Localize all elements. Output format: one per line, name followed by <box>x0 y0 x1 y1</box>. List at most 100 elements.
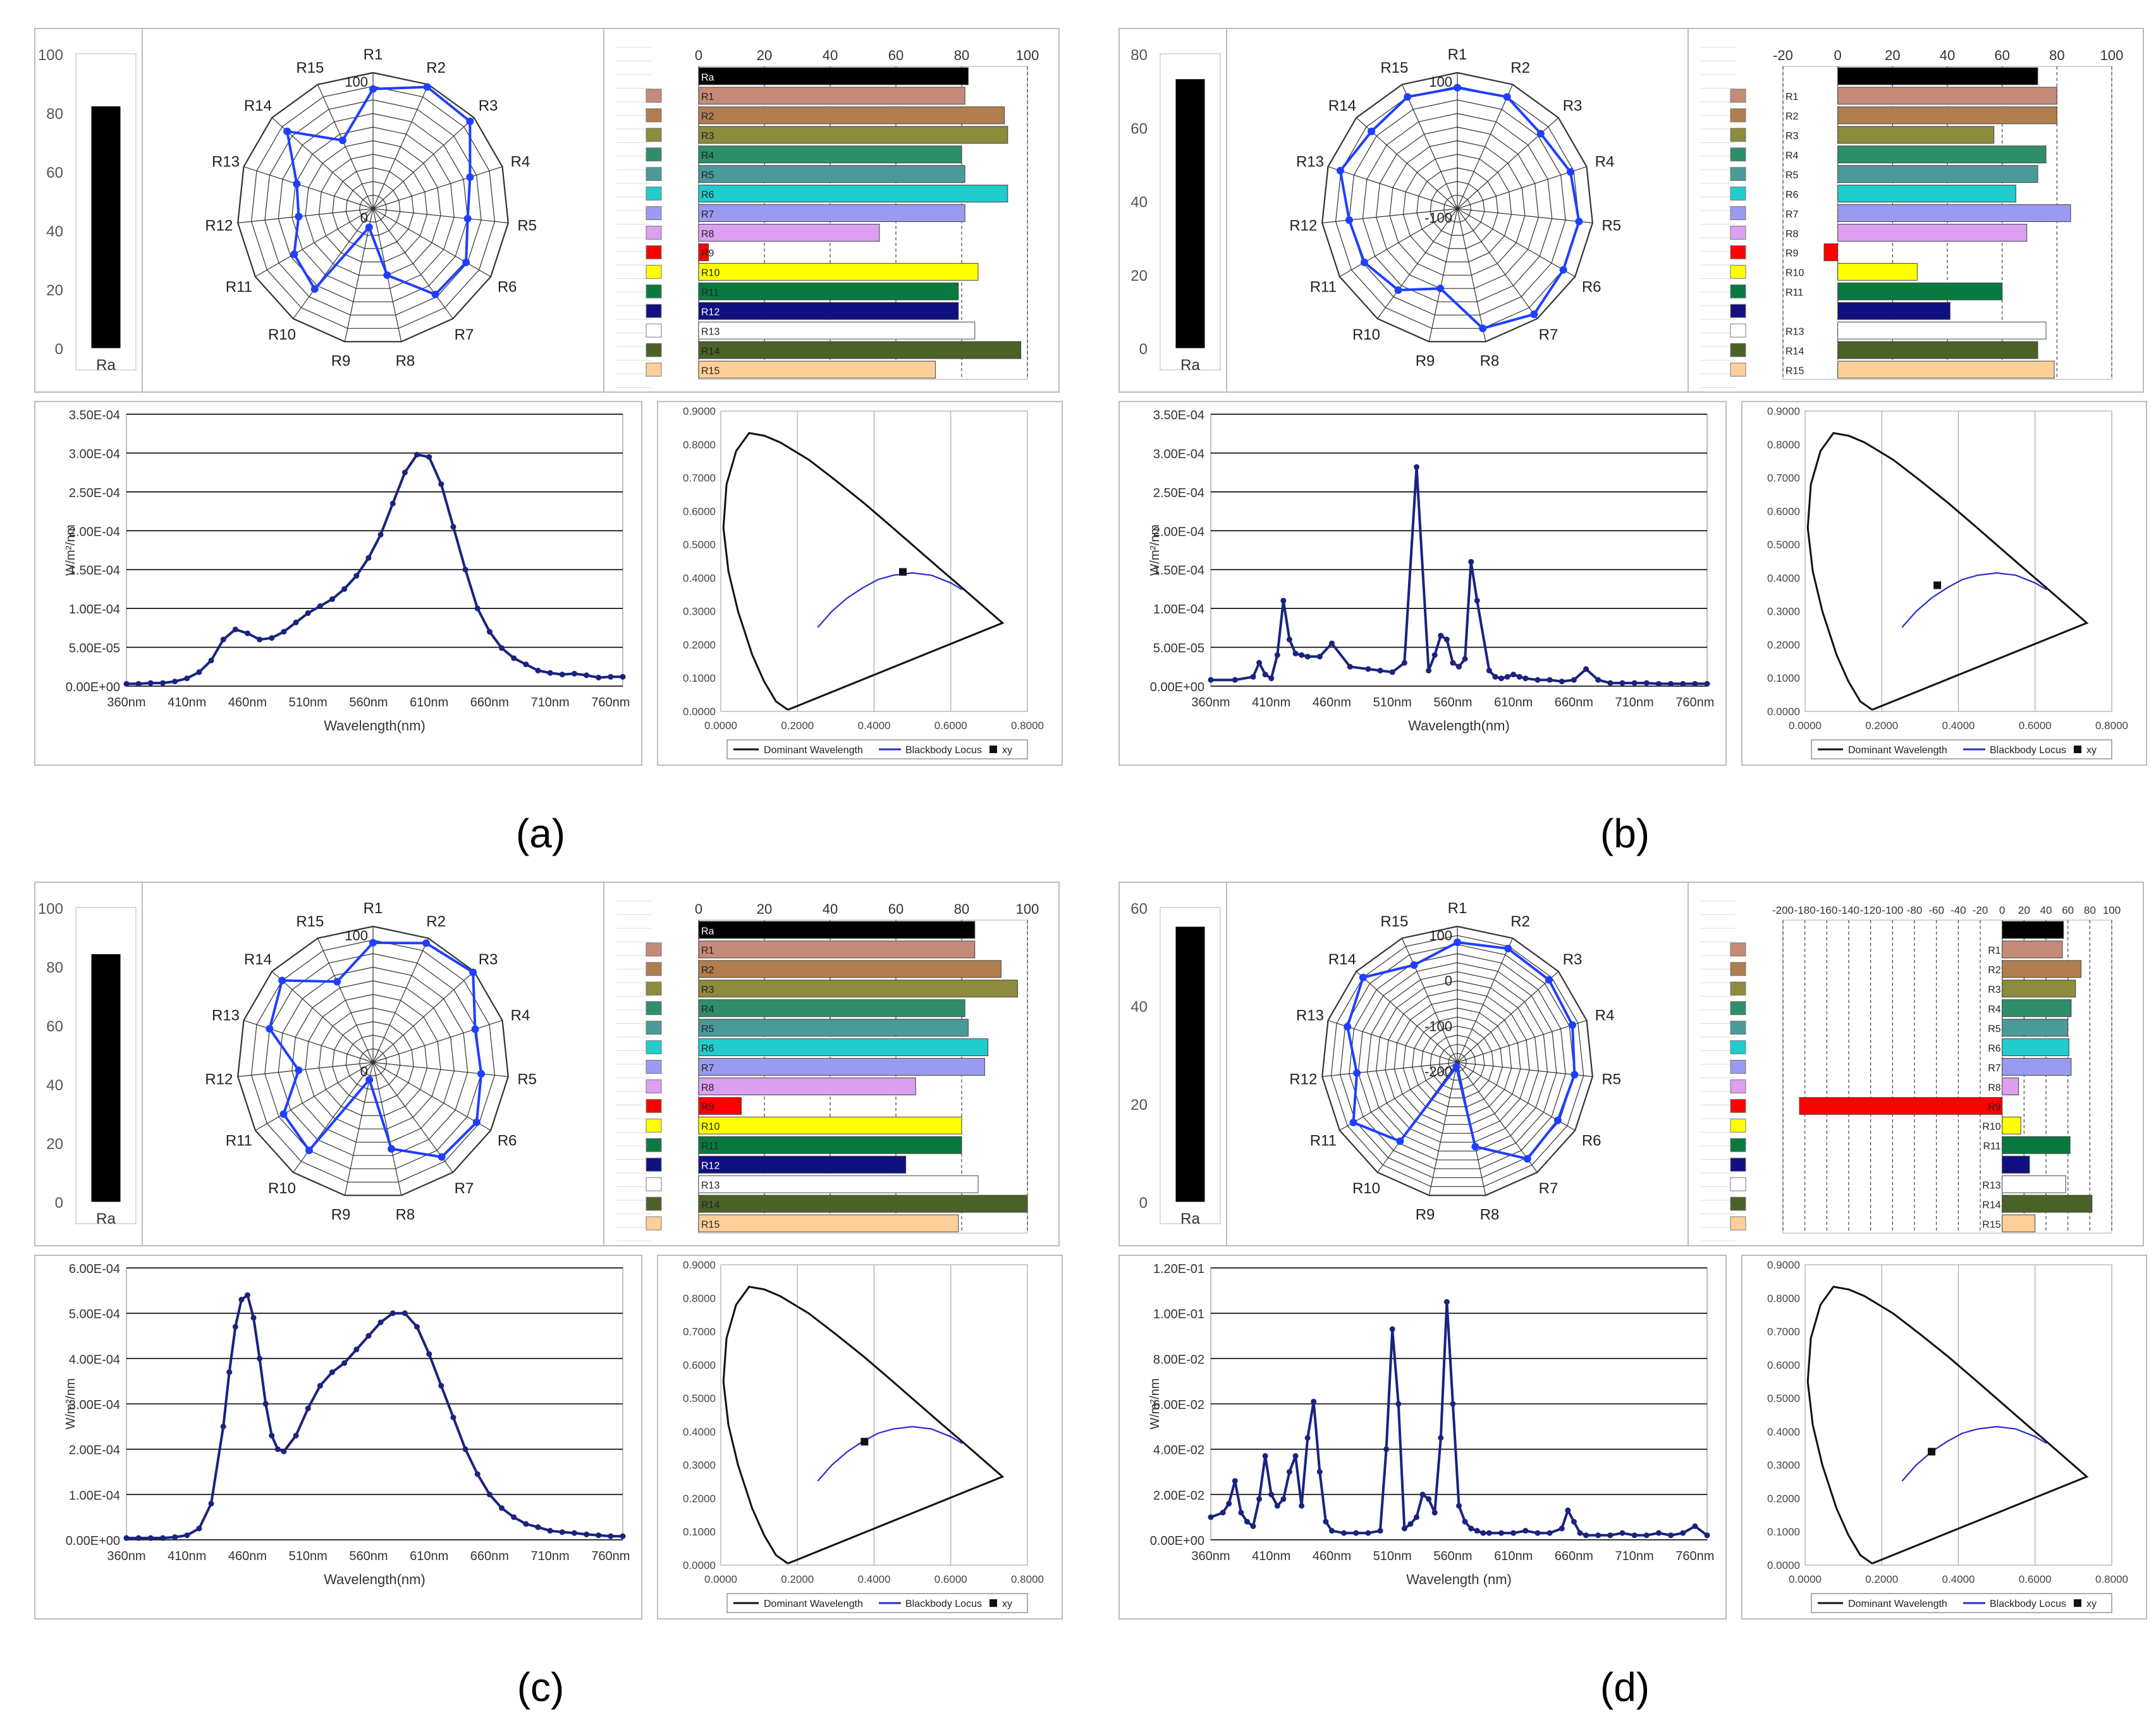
radar-tick-label: -100 <box>1424 1018 1452 1034</box>
spectrum-point <box>1419 1491 1426 1497</box>
hbar-bar <box>698 980 1018 998</box>
radar-spoke <box>372 208 453 319</box>
spectrum-point <box>1304 1435 1311 1441</box>
hbar-bar <box>698 262 979 281</box>
spectrum-xtick: 560nm <box>1433 1549 1472 1563</box>
radar-category-label: R12 <box>205 218 233 235</box>
cie-ytick: 0.2000 <box>683 639 716 651</box>
radar-ring <box>305 993 441 1129</box>
radar-spoke <box>372 208 508 224</box>
spectrum-point <box>341 586 348 592</box>
spectrum-ytick: 3.00E-04 <box>69 1398 120 1412</box>
panel-c: 020406080100RaR1R2R3R4R5R6R7R8R9R10R11R1… <box>34 882 1063 1620</box>
spectrum-point <box>1208 677 1214 683</box>
hbar-category-label: R5 <box>701 1024 714 1035</box>
radar-category-label: R6 <box>498 279 517 296</box>
hbar-swatch <box>1730 264 1746 279</box>
spectrum-point <box>317 1382 323 1389</box>
radar-ring <box>305 140 441 276</box>
hbar-bar <box>698 165 965 183</box>
radar-category-label: R4 <box>511 1007 530 1024</box>
spectrum-ylabel: W/m²/nm <box>64 1378 78 1429</box>
spectrum-xtick: 610nm <box>1494 696 1533 710</box>
spectrum-xtick: 510nm <box>289 696 328 710</box>
spectrum-point <box>1704 680 1710 687</box>
hbar-swatch <box>646 1098 662 1113</box>
cie-xy-point <box>861 1437 869 1446</box>
spectrum-point <box>1292 650 1299 656</box>
spectrum-point <box>172 1534 178 1540</box>
spectrum-point <box>523 1521 529 1527</box>
radar-ring <box>1438 1043 1476 1081</box>
spectrum-point <box>389 1310 396 1317</box>
hbar-bar <box>698 341 1022 359</box>
radar-spoke <box>1322 208 1458 224</box>
hbar-bar <box>698 243 709 261</box>
radar-spoke <box>1428 208 1458 342</box>
spectrum-point <box>1232 1478 1238 1484</box>
hbar-category-label: R12 <box>1785 307 1804 318</box>
spectrum-point <box>389 500 396 507</box>
radar-spoke <box>1457 208 1486 342</box>
cie-ytick: 0.6000 <box>683 505 716 517</box>
spectrum-point <box>584 1531 590 1537</box>
cie-ytick: 0.1000 <box>1767 672 1800 684</box>
cie-xtick: 0.0000 <box>1789 1573 1822 1585</box>
radar-ring <box>1376 980 1539 1143</box>
radar-point <box>283 127 291 135</box>
hbar-bar <box>698 1195 1028 1213</box>
spectrum-point <box>135 680 142 687</box>
hbar-xtick: 20 <box>757 901 772 917</box>
radar-spoke <box>243 166 374 209</box>
spectrum-point <box>329 596 335 602</box>
spectrum-point <box>377 531 384 538</box>
spectrum-point <box>535 667 541 673</box>
spectrum-point <box>135 1535 142 1541</box>
legend-blackbody-locus: Blackbody Locus <box>905 745 982 756</box>
radar-category-label: R14 <box>244 951 272 968</box>
radar-category-label: R7 <box>455 1180 474 1197</box>
radar-category-label: R5 <box>517 1071 537 1088</box>
radar-category-label: R5 <box>1602 1071 1621 1088</box>
spectrum-point <box>535 1524 541 1530</box>
spectrum-point <box>1274 652 1280 658</box>
radar-point <box>438 1153 446 1161</box>
cie-ytick: 0.1000 <box>683 672 716 684</box>
spectrum-point <box>1250 1523 1256 1529</box>
spectrum-point <box>1299 652 1305 658</box>
hbar-bar <box>1837 360 2055 379</box>
hbar-bar <box>698 1175 979 1193</box>
hbar-swatch <box>646 147 662 162</box>
hbar-category-label: Ra <box>701 72 714 83</box>
radar-category-label: R6 <box>1582 1133 1602 1150</box>
cie-xtick: 0.2000 <box>1865 1573 1898 1585</box>
spectrum-point <box>184 1532 190 1539</box>
hbar-bar <box>1837 282 2003 300</box>
hbar-category-label: R15 <box>701 1219 720 1230</box>
hbar-xtick: 80 <box>2049 47 2064 63</box>
radar-point <box>1436 285 1445 293</box>
radar-point <box>1396 1137 1404 1145</box>
hbar-bar <box>1837 126 1995 144</box>
cie-ytick: 0.3000 <box>1767 606 1800 618</box>
radar-series-line <box>1346 941 1576 1160</box>
spectrum-point <box>414 452 420 458</box>
radar-spoke <box>1457 1062 1593 1078</box>
radar-category-label: R10 <box>1352 1180 1380 1197</box>
hbar-bar <box>698 999 965 1017</box>
cie-xy-point <box>1933 581 1942 589</box>
spectrum-xtick: 510nm <box>289 1549 328 1563</box>
ra-bar-label: Ra <box>96 1210 116 1227</box>
spectrum-point <box>269 1432 275 1439</box>
hbar-bar <box>698 1155 907 1174</box>
spectrum-point <box>208 657 214 663</box>
spectrum-point <box>547 670 553 676</box>
hbar-swatch <box>1730 981 1746 996</box>
spectrum-point <box>511 655 517 661</box>
hbar-swatch <box>646 323 662 338</box>
hbar-swatch <box>646 962 662 976</box>
radar-ring <box>1330 935 1584 1187</box>
spectrum-point <box>1377 667 1383 673</box>
cie-xtick: 0.4000 <box>858 1573 891 1585</box>
radar-spoke <box>1322 1062 1458 1078</box>
